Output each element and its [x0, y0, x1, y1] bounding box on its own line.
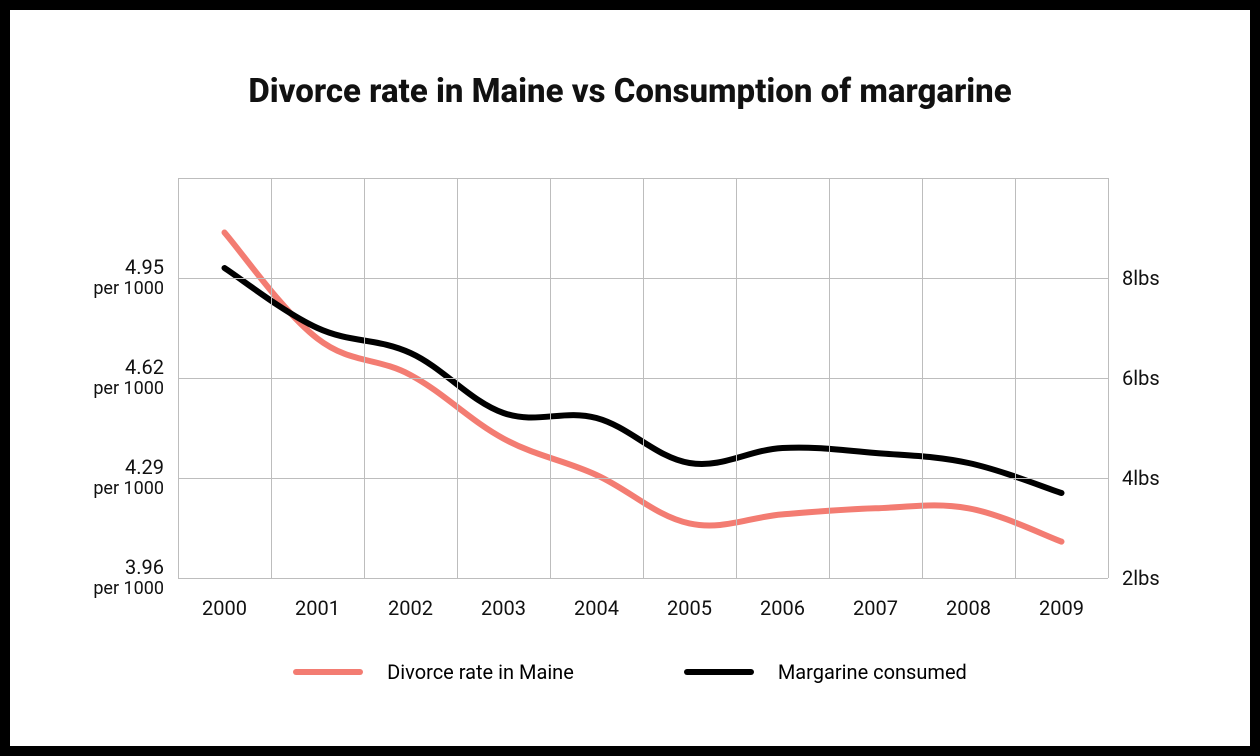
plot-area: 3.96per 10004.29per 10004.62per 10004.95… — [178, 178, 1108, 578]
y-left-tick-per: per 1000 — [93, 579, 164, 600]
x-tick: 2002 — [388, 596, 433, 620]
grid-line-vertical — [271, 178, 272, 578]
chart-title: Divorce rate in Maine vs Consumption of … — [10, 72, 1250, 111]
y-left-tick-per: per 1000 — [93, 479, 164, 500]
x-tick: 2004 — [574, 596, 619, 620]
y-left-tick: 3.96per 1000 — [93, 556, 164, 600]
grid-line-vertical — [1108, 178, 1109, 578]
grid-line-horizontal — [178, 578, 1108, 579]
legend: Divorce rate in Maine Margarine consumed — [10, 660, 1250, 684]
y-left-tick: 4.62per 1000 — [93, 356, 164, 400]
grid-line-vertical — [178, 178, 179, 578]
y-left-tick-value: 4.95 — [93, 256, 164, 279]
y-right-tick: 2lbs — [1122, 566, 1160, 590]
y-left-tick: 4.29per 1000 — [93, 456, 164, 500]
x-tick: 2009 — [1039, 596, 1084, 620]
grid-line-vertical — [457, 178, 458, 578]
grid-line-vertical — [550, 178, 551, 578]
grid-line-vertical — [364, 178, 365, 578]
grid-line-vertical — [643, 178, 644, 578]
legend-label: Margarine consumed — [778, 660, 967, 684]
grid-line-vertical — [829, 178, 830, 578]
y-left-tick-per: per 1000 — [93, 279, 164, 300]
x-tick: 2001 — [295, 596, 340, 620]
grid-line-vertical — [922, 178, 923, 578]
legend-item: Margarine consumed — [684, 660, 967, 684]
x-tick: 2005 — [667, 596, 712, 620]
y-right-tick: 8lbs — [1122, 266, 1160, 290]
legend-label: Divorce rate in Maine — [387, 660, 574, 684]
chart-frame: Divorce rate in Maine vs Consumption of … — [0, 0, 1260, 756]
y-left-tick: 4.95per 1000 — [93, 256, 164, 300]
grid-line-vertical — [736, 178, 737, 578]
legend-swatch — [684, 669, 754, 675]
y-left-tick-value: 3.96 — [93, 556, 164, 579]
grid-line-vertical — [1015, 178, 1016, 578]
x-tick: 2007 — [853, 596, 898, 620]
legend-swatch — [293, 669, 363, 675]
y-right-tick: 6lbs — [1122, 366, 1160, 390]
x-tick: 2003 — [481, 596, 526, 620]
x-tick: 2006 — [760, 596, 805, 620]
x-tick: 2008 — [946, 596, 991, 620]
legend-item: Divorce rate in Maine — [293, 660, 574, 684]
x-tick: 2000 — [202, 596, 247, 620]
y-left-tick-value: 4.62 — [93, 356, 164, 379]
y-right-tick: 4lbs — [1122, 466, 1160, 490]
y-left-tick-value: 4.29 — [93, 456, 164, 479]
y-left-tick-per: per 1000 — [93, 379, 164, 400]
